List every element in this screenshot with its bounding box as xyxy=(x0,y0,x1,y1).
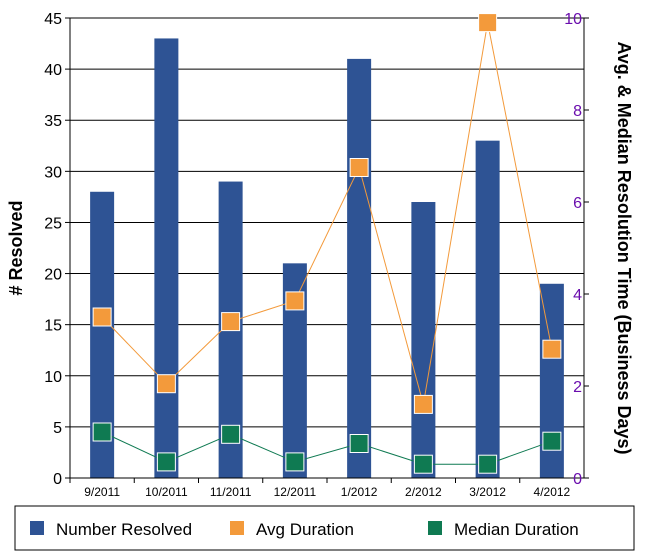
avg-duration-marker xyxy=(478,13,498,33)
median-duration-line xyxy=(101,431,553,465)
right-tick-label: 2 xyxy=(573,379,582,396)
median-duration-marker xyxy=(221,424,241,444)
category-label: 3/2012 xyxy=(469,485,506,499)
median-duration-marker xyxy=(285,452,305,472)
axes xyxy=(69,18,585,479)
median-duration-marker xyxy=(542,431,562,451)
lines xyxy=(92,13,562,474)
avg-duration-marker xyxy=(92,307,112,327)
legend-label-number-resolved: Number Resolved xyxy=(56,520,192,539)
right-tick-label: 8 xyxy=(573,103,582,120)
right-tick-label: 0 xyxy=(573,471,582,488)
legend-swatch-median-duration xyxy=(428,521,442,535)
category-label: 10/2011 xyxy=(145,485,188,499)
category-label: 4/2012 xyxy=(534,485,571,499)
bar xyxy=(347,58,372,479)
left-tick-label: 5 xyxy=(53,420,62,437)
legend-swatch-number-resolved xyxy=(30,521,44,535)
left-tick-label: 35 xyxy=(44,113,62,130)
avg-duration-line xyxy=(101,22,553,405)
right-axis-ticks: 0 2 4 6 8 10 xyxy=(564,11,589,488)
right-tick-label: 10 xyxy=(564,11,582,28)
median-duration-marker xyxy=(478,454,498,474)
legend-frame xyxy=(14,505,635,551)
median-duration-marker xyxy=(156,452,176,472)
y-axis-right-title: Avg. & Median Resolution Time (Business … xyxy=(614,41,634,454)
legend: Number Resolved Avg Duration Median Dura… xyxy=(14,505,635,551)
left-axis-ticks: 0 5 10 15 20 25 30 35 40 45 xyxy=(44,11,70,488)
left-tick-label: 20 xyxy=(44,267,62,284)
median-duration-marker xyxy=(92,422,112,442)
avg-duration-marker xyxy=(542,339,562,359)
gridlines xyxy=(70,17,584,479)
category-label: 9/2011 xyxy=(84,485,120,499)
right-tick-label: 6 xyxy=(573,195,582,212)
bar xyxy=(411,202,436,478)
left-tick-label: 15 xyxy=(44,318,62,335)
bar xyxy=(154,38,179,478)
avg-duration-marker xyxy=(413,394,433,414)
bars xyxy=(90,38,564,479)
legend-swatch-avg-duration xyxy=(230,521,244,535)
category-label: 1/2012 xyxy=(341,485,378,499)
median-duration-marker xyxy=(349,434,369,453)
avg-duration-marker xyxy=(285,291,305,311)
legend-label-median-duration: Median Duration xyxy=(454,520,579,539)
left-tick-label: 30 xyxy=(44,164,62,181)
legend-label-avg-duration: Avg Duration xyxy=(256,520,354,539)
bar xyxy=(475,140,500,478)
left-tick-label: 40 xyxy=(44,62,62,79)
right-tick-label: 4 xyxy=(573,287,582,304)
avg-duration-marker xyxy=(156,374,176,394)
category-label: 12/2011 xyxy=(274,485,317,499)
category-label: 2/2012 xyxy=(405,485,442,499)
category-labels: 9/2011 10/2011 11/2011 12/2011 1/2012 2/2012 3… xyxy=(69,478,571,499)
left-tick-label: 25 xyxy=(44,215,62,232)
avg-duration-marker xyxy=(349,158,369,177)
left-tick-label: 10 xyxy=(44,369,62,386)
left-tick-label: 0 xyxy=(53,471,62,488)
median-duration-marker xyxy=(413,454,433,474)
left-tick-label: 45 xyxy=(44,11,62,28)
category-label: 11/2011 xyxy=(210,485,252,499)
y-axis-title: # Resolved xyxy=(6,200,26,295)
avg-duration-marker xyxy=(221,312,241,332)
